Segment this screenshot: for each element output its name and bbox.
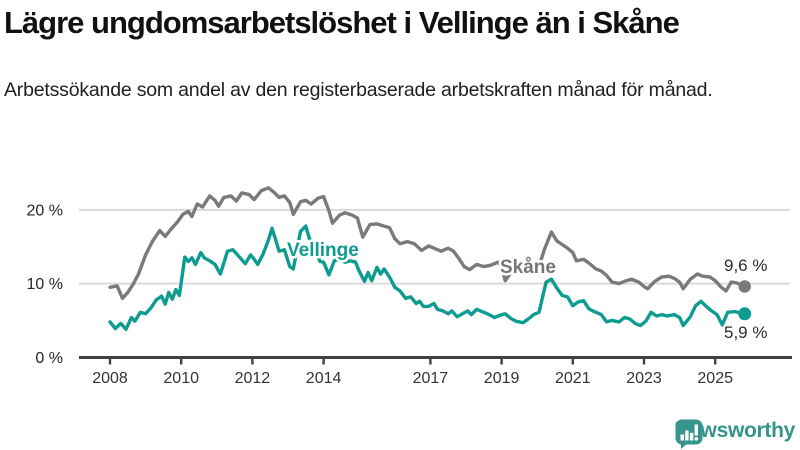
y-axis-tick-labels: 0 % 10 % 20 % [27,202,63,366]
svg-text:2008: 2008 [92,370,128,387]
svg-text:10 %: 10 % [27,276,63,293]
svg-text:2023: 2023 [626,370,662,387]
svg-text:2010: 2010 [163,370,199,387]
svg-text:2014: 2014 [306,370,342,387]
x-axis-line-and-ticks [79,356,792,365]
svg-text:2021: 2021 [555,370,591,387]
x-axis-tick-labels: 2008 2010 2012 2014 2017 2019 2021 2023 2025 [92,370,733,387]
vellinge-line-series [108,224,747,331]
page-title: Lägre ungdomsarbetslöshet i Vellinge än … [4,5,680,40]
svg-text:0 %: 0 % [35,350,63,367]
bar-chart-speech-bubble-icon [675,419,703,449]
svg-text:2025: 2025 [697,370,733,387]
newsworthy-logo: Newsworthy [674,419,795,449]
skane-last-point-dot [738,280,751,293]
svg-text:2012: 2012 [235,370,271,387]
vellinge-end-value-label: 5,9 % [724,323,767,342]
skane-series-label: Skåne [500,257,556,278]
chart-subtitle: Arbetssökande som andel av den registerb… [4,79,713,101]
newsworthy-wordmark: Newsworthy [674,419,795,442]
svg-text:2019: 2019 [484,370,520,387]
horizontal-gridlines [79,208,790,285]
svg-text:2017: 2017 [413,370,449,387]
skane-end-value-label: 9,6 % [724,256,767,275]
vellinge-series-label: Vellinge [287,240,359,261]
skane-line-series [108,186,747,300]
vellinge-last-point-dot [738,307,752,321]
svg-text:20 %: 20 % [27,202,63,219]
